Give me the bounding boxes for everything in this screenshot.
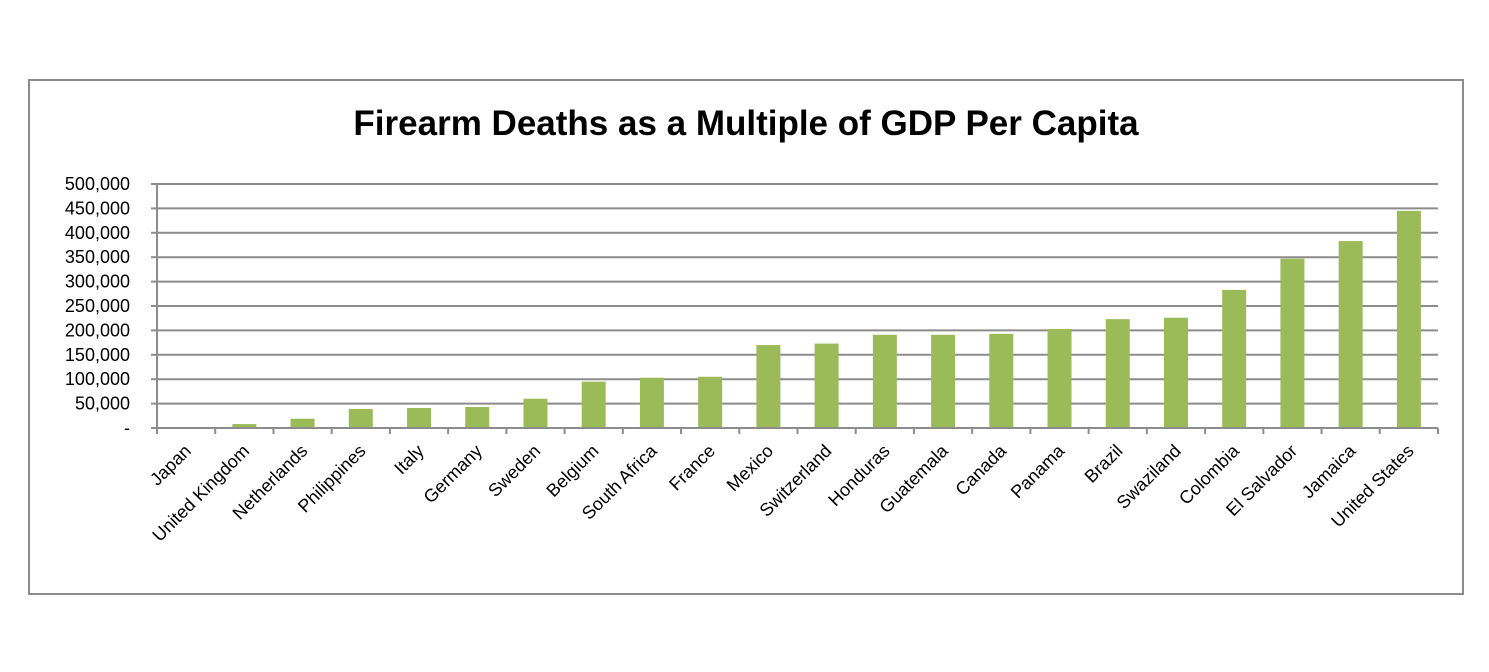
bar-canada xyxy=(989,333,1014,428)
y-tick-label: 300,000 xyxy=(65,272,130,292)
bar-italy xyxy=(407,407,432,428)
bar-guatemala xyxy=(931,334,956,428)
axes xyxy=(156,184,1439,434)
bar-jamaica xyxy=(1338,241,1363,428)
bar-south-africa xyxy=(639,377,664,428)
bar-swaziland xyxy=(1163,317,1188,428)
bar-united-kingdom xyxy=(232,424,257,428)
bar-sweden xyxy=(523,398,548,428)
x-tick-label: Swaziland xyxy=(1113,441,1185,513)
x-tick-label: Brazil xyxy=(1081,441,1127,487)
x-tick-label: Mexico xyxy=(723,441,777,495)
bar-united-states xyxy=(1396,210,1421,428)
y-tick-label: - xyxy=(124,418,130,438)
x-tick-label: Germany xyxy=(420,441,486,507)
y-tick-label: 200,000 xyxy=(65,320,130,340)
x-tick-label: Italy xyxy=(390,441,427,478)
bar-philippines xyxy=(348,408,373,428)
bar-france xyxy=(698,376,723,428)
bar-mexico xyxy=(756,345,781,428)
x-tick-label: Sweden xyxy=(484,441,544,501)
bar-switzerland xyxy=(814,343,839,428)
bar-el-salvador xyxy=(1280,258,1305,428)
bar-netherlands xyxy=(290,418,315,428)
x-tick-label: France xyxy=(665,441,719,495)
bar-germany xyxy=(465,407,490,428)
x-tick-label: Japan xyxy=(146,441,195,490)
y-tick-label: 400,000 xyxy=(65,223,130,243)
y-tick-label: 450,000 xyxy=(65,198,130,218)
y-tick-label: 250,000 xyxy=(65,296,130,316)
y-tick-label: 150,000 xyxy=(65,345,130,365)
bar-panama xyxy=(1047,328,1072,428)
chart-title: Firearm Deaths as a Multiple of GDP Per … xyxy=(353,104,1139,143)
x-tick-label: Canada xyxy=(951,440,1010,499)
y-axis-ticks: - 50,000 100,000 150,000 200,000 250,000 300,0… xyxy=(65,174,157,438)
bar-honduras xyxy=(872,334,897,428)
x-tick-label: Belgium xyxy=(542,441,602,501)
y-tick-label: 50,000 xyxy=(75,394,130,414)
x-tick-label: Panama xyxy=(1007,440,1069,502)
y-tick-label: 500,000 xyxy=(65,174,130,194)
y-tick-label: 100,000 xyxy=(65,369,130,389)
bar-colombia xyxy=(1222,289,1247,428)
y-tick-label: 350,000 xyxy=(65,247,130,267)
bar-brazil xyxy=(1105,319,1130,428)
bars xyxy=(174,210,1421,428)
bar-belgium xyxy=(581,381,606,428)
